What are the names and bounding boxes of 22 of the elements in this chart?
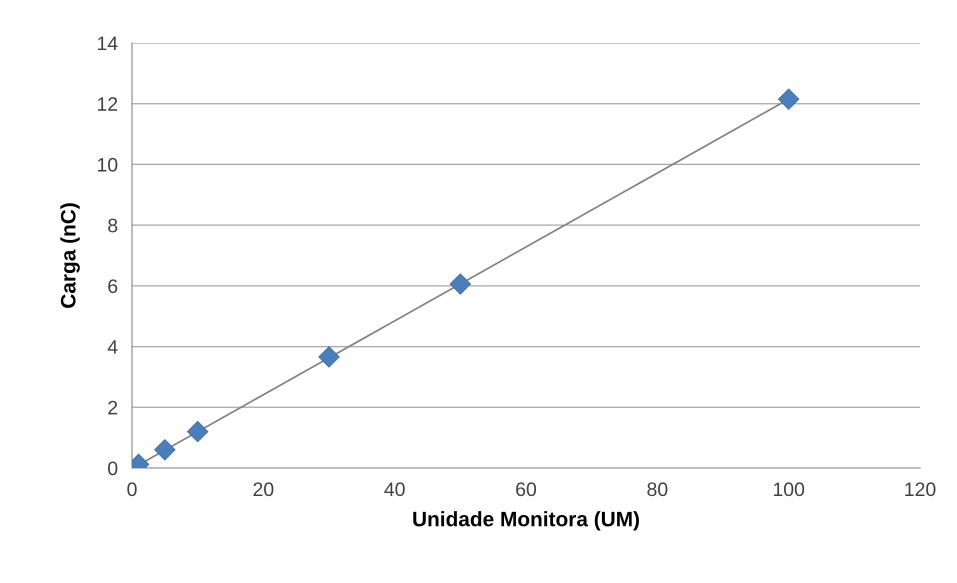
- x-axis-title: Unidade Monitora (UM): [413, 511, 639, 531]
- x-tick-label: 100: [774, 482, 804, 496]
- y-tick-label: 4: [108, 340, 118, 354]
- x-tick-label: 60: [516, 482, 536, 496]
- y-axis-title: Carga (nC): [60, 203, 80, 308]
- point: [450, 273, 471, 295]
- x-tick-label: 20: [254, 482, 274, 496]
- y-tick-label: 0: [108, 461, 118, 476]
- point: [318, 346, 340, 368]
- x-tick-label: 0: [127, 482, 137, 496]
- y-tick-label: 2: [108, 400, 118, 414]
- y-tick-label: 6: [108, 279, 118, 294]
- y-tick-label: 8: [108, 218, 118, 232]
- point: [187, 420, 208, 442]
- point: [154, 439, 176, 460]
- y-tick-label: 12: [98, 97, 118, 111]
- x-tick-label: 40: [384, 482, 405, 496]
- point: [778, 88, 800, 110]
- x-tick-label: 80: [647, 482, 668, 496]
- y-tick-label: 10: [98, 158, 118, 172]
- y-tick-label: 14: [98, 36, 118, 50]
- x-tick-label: 120: [905, 482, 936, 496]
